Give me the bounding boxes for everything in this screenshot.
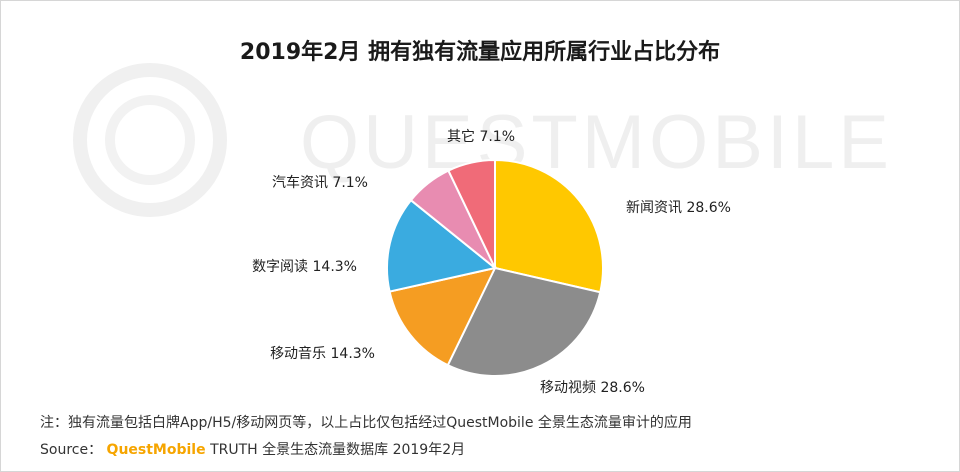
slice-label-6: 其它 7.1% (447, 128, 515, 145)
slice-label-1: 新闻资讯 28.6% (626, 200, 731, 216)
pie-slice-1 (494, 158, 604, 294)
chart-title: 2019年2月 拥有独有流量应用所属行业占比分布 (239, 40, 721, 65)
pie-slice-4 (386, 198, 498, 293)
source-prefix: Source： (40, 442, 103, 458)
source-brand: QuestMobile (106, 442, 206, 458)
slice-label-2: 移动视频 28.6% (540, 380, 645, 396)
source-rest: TRUTH 全景生态流量数据库 2019年2月 (210, 442, 466, 458)
slice-label-5: 汽车资讯 7.1% (272, 174, 368, 191)
slice-label-3: 移动音乐 14.3% (270, 345, 375, 362)
pie-slice-2 (446, 266, 602, 377)
pie-slice-3 (388, 266, 497, 367)
watermark-text: QUESTMOBILE (300, 100, 893, 185)
slice-label-4: 数字阅读 14.3% (252, 258, 357, 275)
footnote: 注：独有流量包括白牌App/H5/移动网页等，以上占比仅包括经过QuestMob… (40, 415, 692, 431)
pie-slice-6 (447, 158, 496, 269)
source-line: Source： QuestMobile TRUTH 全景生态流量数据库 2019… (40, 439, 465, 459)
